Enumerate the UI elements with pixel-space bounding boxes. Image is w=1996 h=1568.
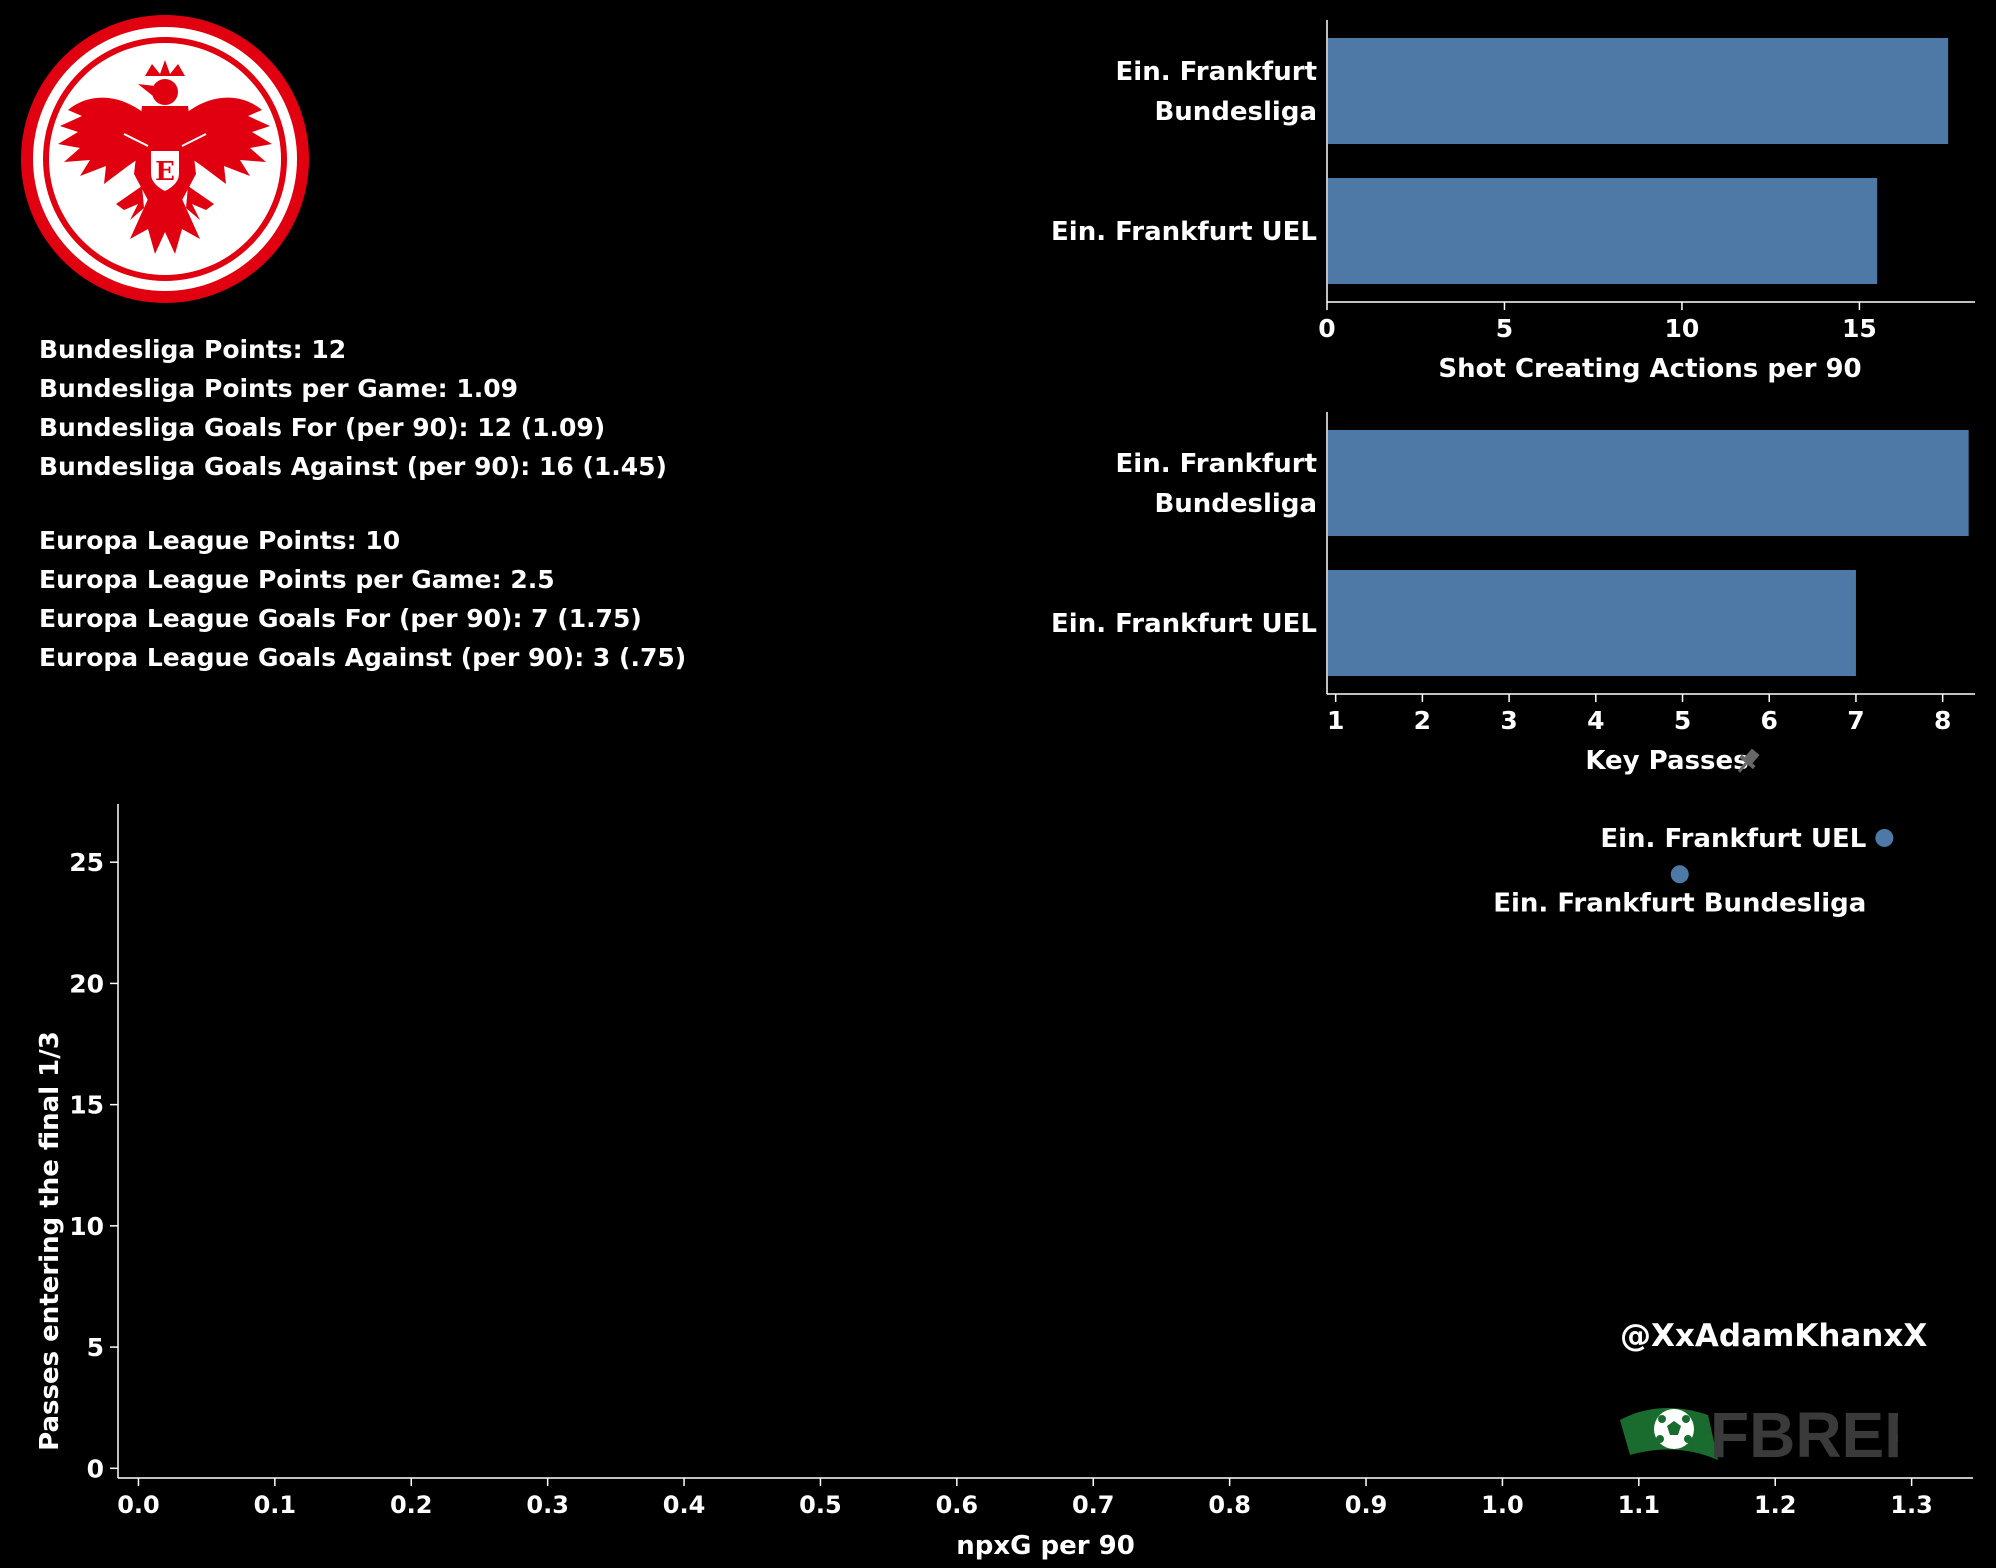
- fbref-logo: FBREF: [1618, 1385, 1923, 1471]
- kp-x-tick-label: 3: [1500, 706, 1517, 735]
- pin-icon: [1737, 748, 1760, 773]
- scatter-y-axis-label: Passes entering the final 1/3: [35, 1031, 65, 1451]
- scatter-point-label: Ein. Frankfurt UEL: [1600, 824, 1866, 854]
- stat-bundesliga-goals-for: Bundesliga Goals For (per 90): 12 (1.09): [39, 413, 606, 442]
- scatter-x-tick-label: 1.3: [1890, 1491, 1933, 1519]
- sca-x-tick-label: 10: [1665, 314, 1700, 343]
- shot-creating-actions-chart: Ein. Frankfurt Bundesliga Ein. Frankfurt U…: [1051, 20, 1975, 384]
- scatter-point-label: Ein. Frankfurt Bundesliga: [1493, 888, 1866, 918]
- scatter-x-tick-label: 1.0: [1481, 1491, 1524, 1519]
- sca-bar-1: [1328, 178, 1878, 284]
- logo-letter: E: [155, 157, 175, 187]
- stat-europa-points: Europa League Points: 10: [39, 526, 401, 555]
- sca-x-axis-label: Shot Creating Actions per 90: [1438, 354, 1861, 384]
- scatter-y-tick-label: 20: [69, 969, 104, 998]
- kp-x-tick-label: 5: [1674, 706, 1691, 735]
- stat-europa-ppg: Europa League Points per Game: 2.5: [39, 565, 555, 594]
- scatter-x-tick-label: 0.2: [390, 1491, 433, 1519]
- scatter-x-tick-label: 0.0: [117, 1491, 160, 1519]
- scatter-x-tick-label: 1.2: [1754, 1491, 1797, 1519]
- stat-europa-goals-against: Europa League Goals Against (per 90): 3 …: [39, 643, 687, 672]
- sca-category-label: Ein. Frankfurt UEL: [1051, 217, 1317, 247]
- sca-category-label: Ein. Frankfurt: [1116, 57, 1317, 87]
- author-watermark: @XxAdamKhanxX: [1620, 1318, 1928, 1354]
- scatter-x-axis-label: npxG per 90: [956, 1531, 1135, 1561]
- sca-x-tick-label: 15: [1842, 314, 1877, 343]
- scatter-point-0: [1875, 828, 1894, 847]
- scatter-x-tick-label: 0.4: [663, 1491, 706, 1519]
- npxg-vs-final-third-passes-chart: 0.0 0.1 0.2 0.3 0.4 0.5 0.6 0.7 0.8 0.9 1.0 1.1 1.2 1…: [35, 804, 1973, 1561]
- stat-europa-goals-for: Europa League Goals For (per 90): 7 (1.7…: [39, 604, 642, 633]
- scatter-y-tick-label: 25: [69, 848, 104, 877]
- sca-category-label: Bundesliga: [1154, 97, 1317, 127]
- sca-x-tick-label: 0: [1318, 314, 1335, 343]
- kp-x-tick-label: 1: [1327, 706, 1344, 735]
- scatter-x-tick-label: 0.9: [1345, 1491, 1388, 1519]
- kp-category-label: Ein. Frankfurt UEL: [1051, 609, 1317, 639]
- scatter-x-tick-label: 0.7: [1072, 1491, 1115, 1519]
- kp-bar-1: [1328, 570, 1856, 676]
- kp-bar-0: [1328, 430, 1969, 536]
- fbref-logo-text: FBREF: [1710, 1399, 1898, 1465]
- scatter-x-tick-label: 0.6: [936, 1491, 979, 1519]
- scatter-y-tick-label: 5: [87, 1333, 104, 1362]
- stat-bundesliga-points: Bundesliga Points: 12: [39, 335, 347, 364]
- team-stats: Bundesliga Points: 12 Bundesliga Points …: [39, 330, 686, 677]
- sca-x-tick-label: 5: [1496, 314, 1513, 343]
- kp-x-tick-label: 4: [1587, 706, 1604, 735]
- scatter-x-tick-label: 1.1: [1618, 1491, 1661, 1519]
- scatter-y-tick-label: 10: [69, 1212, 104, 1241]
- kp-category-label: Ein. Frankfurt: [1116, 449, 1317, 479]
- scatter-x-tick-label: 0.3: [526, 1491, 569, 1519]
- scatter-y-tick-label: 0: [87, 1454, 104, 1483]
- key-passes-chart: Ein. Frankfurt Bundesliga Ein. Frankfurt U…: [1051, 412, 1975, 776]
- sca-bar-0: [1328, 38, 1949, 144]
- stat-bundesliga-ppg: Bundesliga Points per Game: 1.09: [39, 374, 519, 403]
- kp-x-tick-label: 2: [1414, 706, 1431, 735]
- stat-bundesliga-goals-against: Bundesliga Goals Against (per 90): 16 (1…: [39, 452, 667, 481]
- kp-x-tick-label: 7: [1847, 706, 1864, 735]
- scatter-y-tick-label: 15: [69, 1091, 104, 1120]
- kp-x-tick-label: 8: [1934, 706, 1951, 735]
- scatter-x-tick-label: 0.1: [254, 1491, 297, 1519]
- team-logo: E: [20, 14, 310, 308]
- kp-category-label: Bundesliga: [1154, 489, 1317, 519]
- scatter-x-tick-label: 0.8: [1208, 1491, 1251, 1519]
- scatter-x-tick-label: 0.5: [799, 1491, 842, 1519]
- kp-x-tick-label: 6: [1761, 706, 1778, 735]
- kp-x-axis-label: Key Passes: [1585, 746, 1748, 776]
- scatter-point-1: [1670, 865, 1689, 884]
